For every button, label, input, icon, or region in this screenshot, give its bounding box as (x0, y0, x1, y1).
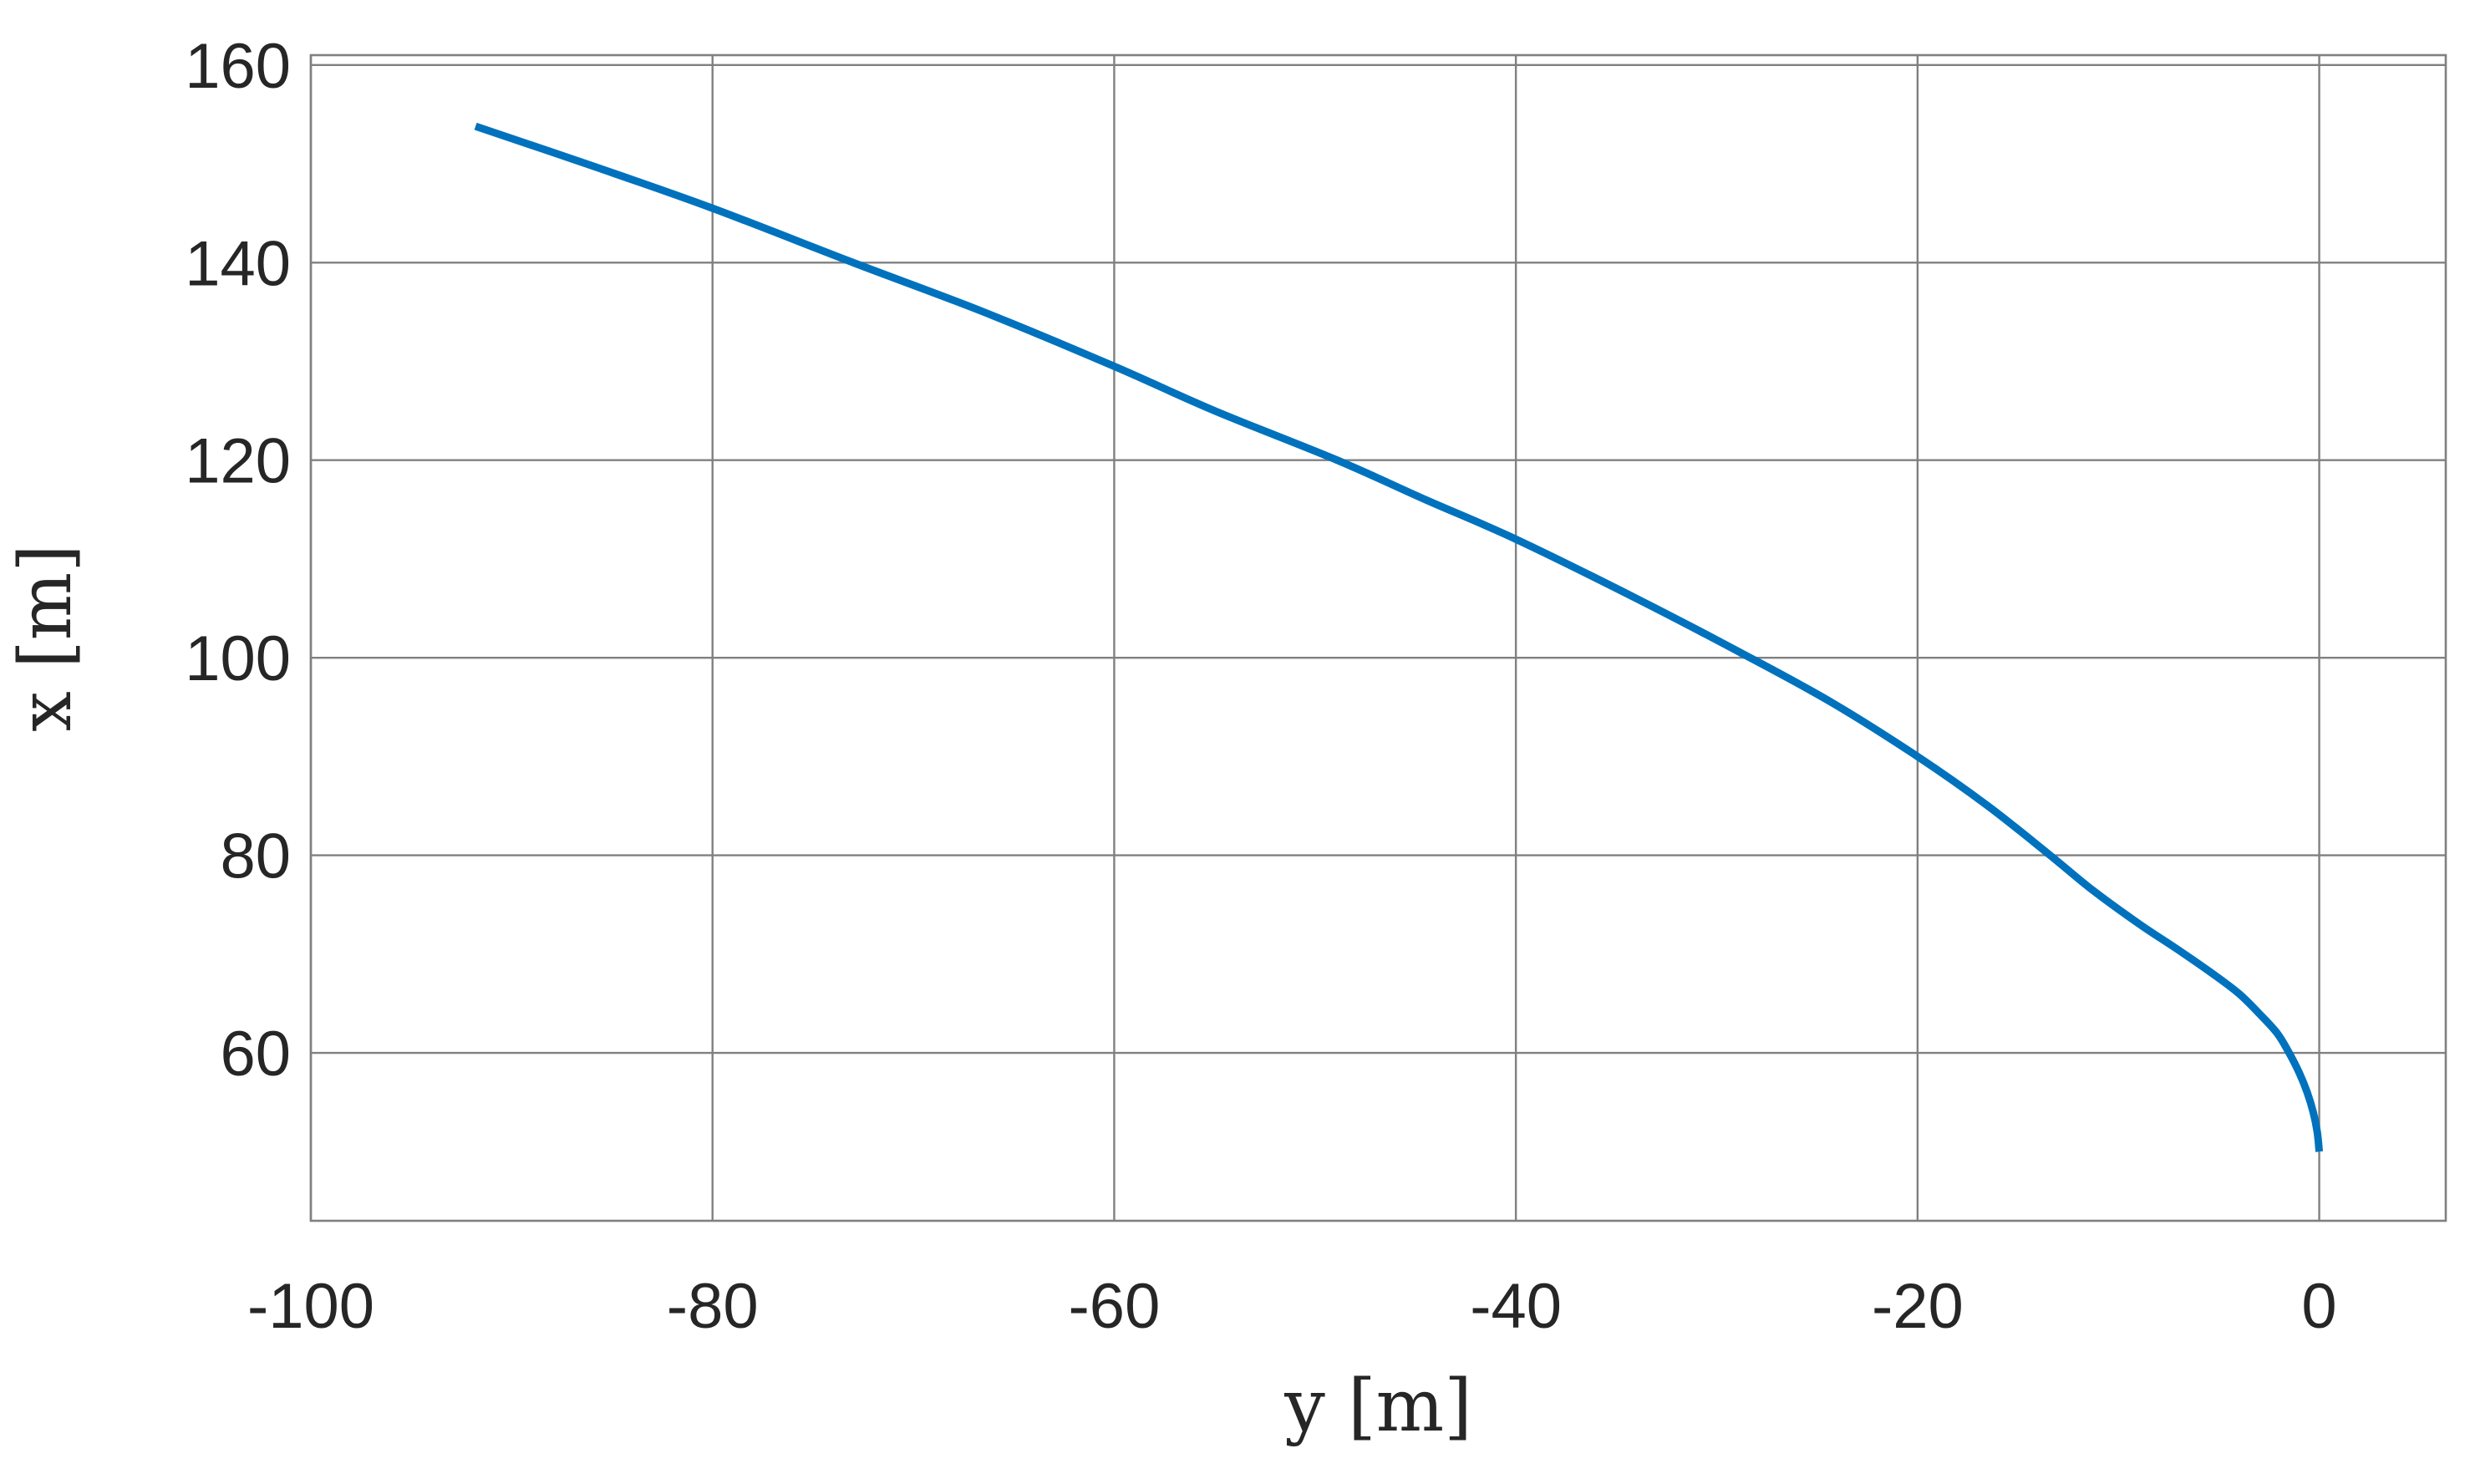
x-tick-label: -40 (1470, 1271, 1562, 1342)
x-tick-label: -60 (1069, 1271, 1161, 1342)
x-tick-labels: -100 -80 -60 -40 -20 0 (247, 1271, 2337, 1342)
y-tick-label: 160 (185, 31, 291, 102)
y-tick-label: 80 (220, 821, 291, 892)
y-tick-label: 100 (185, 623, 291, 694)
y-tick-label: 140 (185, 228, 291, 299)
x-tick-label: 0 (2301, 1271, 2336, 1342)
x-tick-label: -80 (667, 1271, 759, 1342)
series-group (474, 122, 2324, 1152)
plot-frame (309, 53, 2447, 1222)
y-axis-label: x [m] (4, 544, 88, 732)
y-tick-labels: 60 80 100 120 140 160 (185, 31, 291, 1090)
x-tick-label: -20 (1872, 1271, 1964, 1342)
x-axis-label: y [m] (1283, 1365, 1472, 1448)
y-tick-label: 60 (220, 1019, 291, 1090)
x-tick-label: -100 (247, 1271, 374, 1342)
series-line-0 (474, 122, 2324, 1152)
grid-lines (309, 55, 2446, 1221)
y-tick-label: 120 (185, 426, 291, 497)
